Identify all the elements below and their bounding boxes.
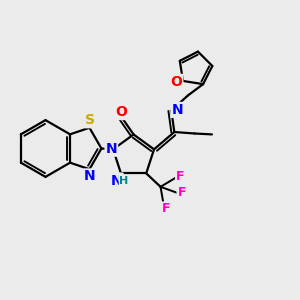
Text: O: O <box>116 105 127 119</box>
Text: N: N <box>106 142 117 156</box>
Text: N: N <box>172 103 183 117</box>
Text: F: F <box>162 202 170 215</box>
Text: S: S <box>85 113 95 127</box>
Text: F: F <box>176 170 184 183</box>
Text: N: N <box>111 173 123 188</box>
Text: N: N <box>84 169 96 183</box>
Text: O: O <box>170 75 182 89</box>
Text: H: H <box>119 176 129 185</box>
Text: F: F <box>178 186 186 199</box>
